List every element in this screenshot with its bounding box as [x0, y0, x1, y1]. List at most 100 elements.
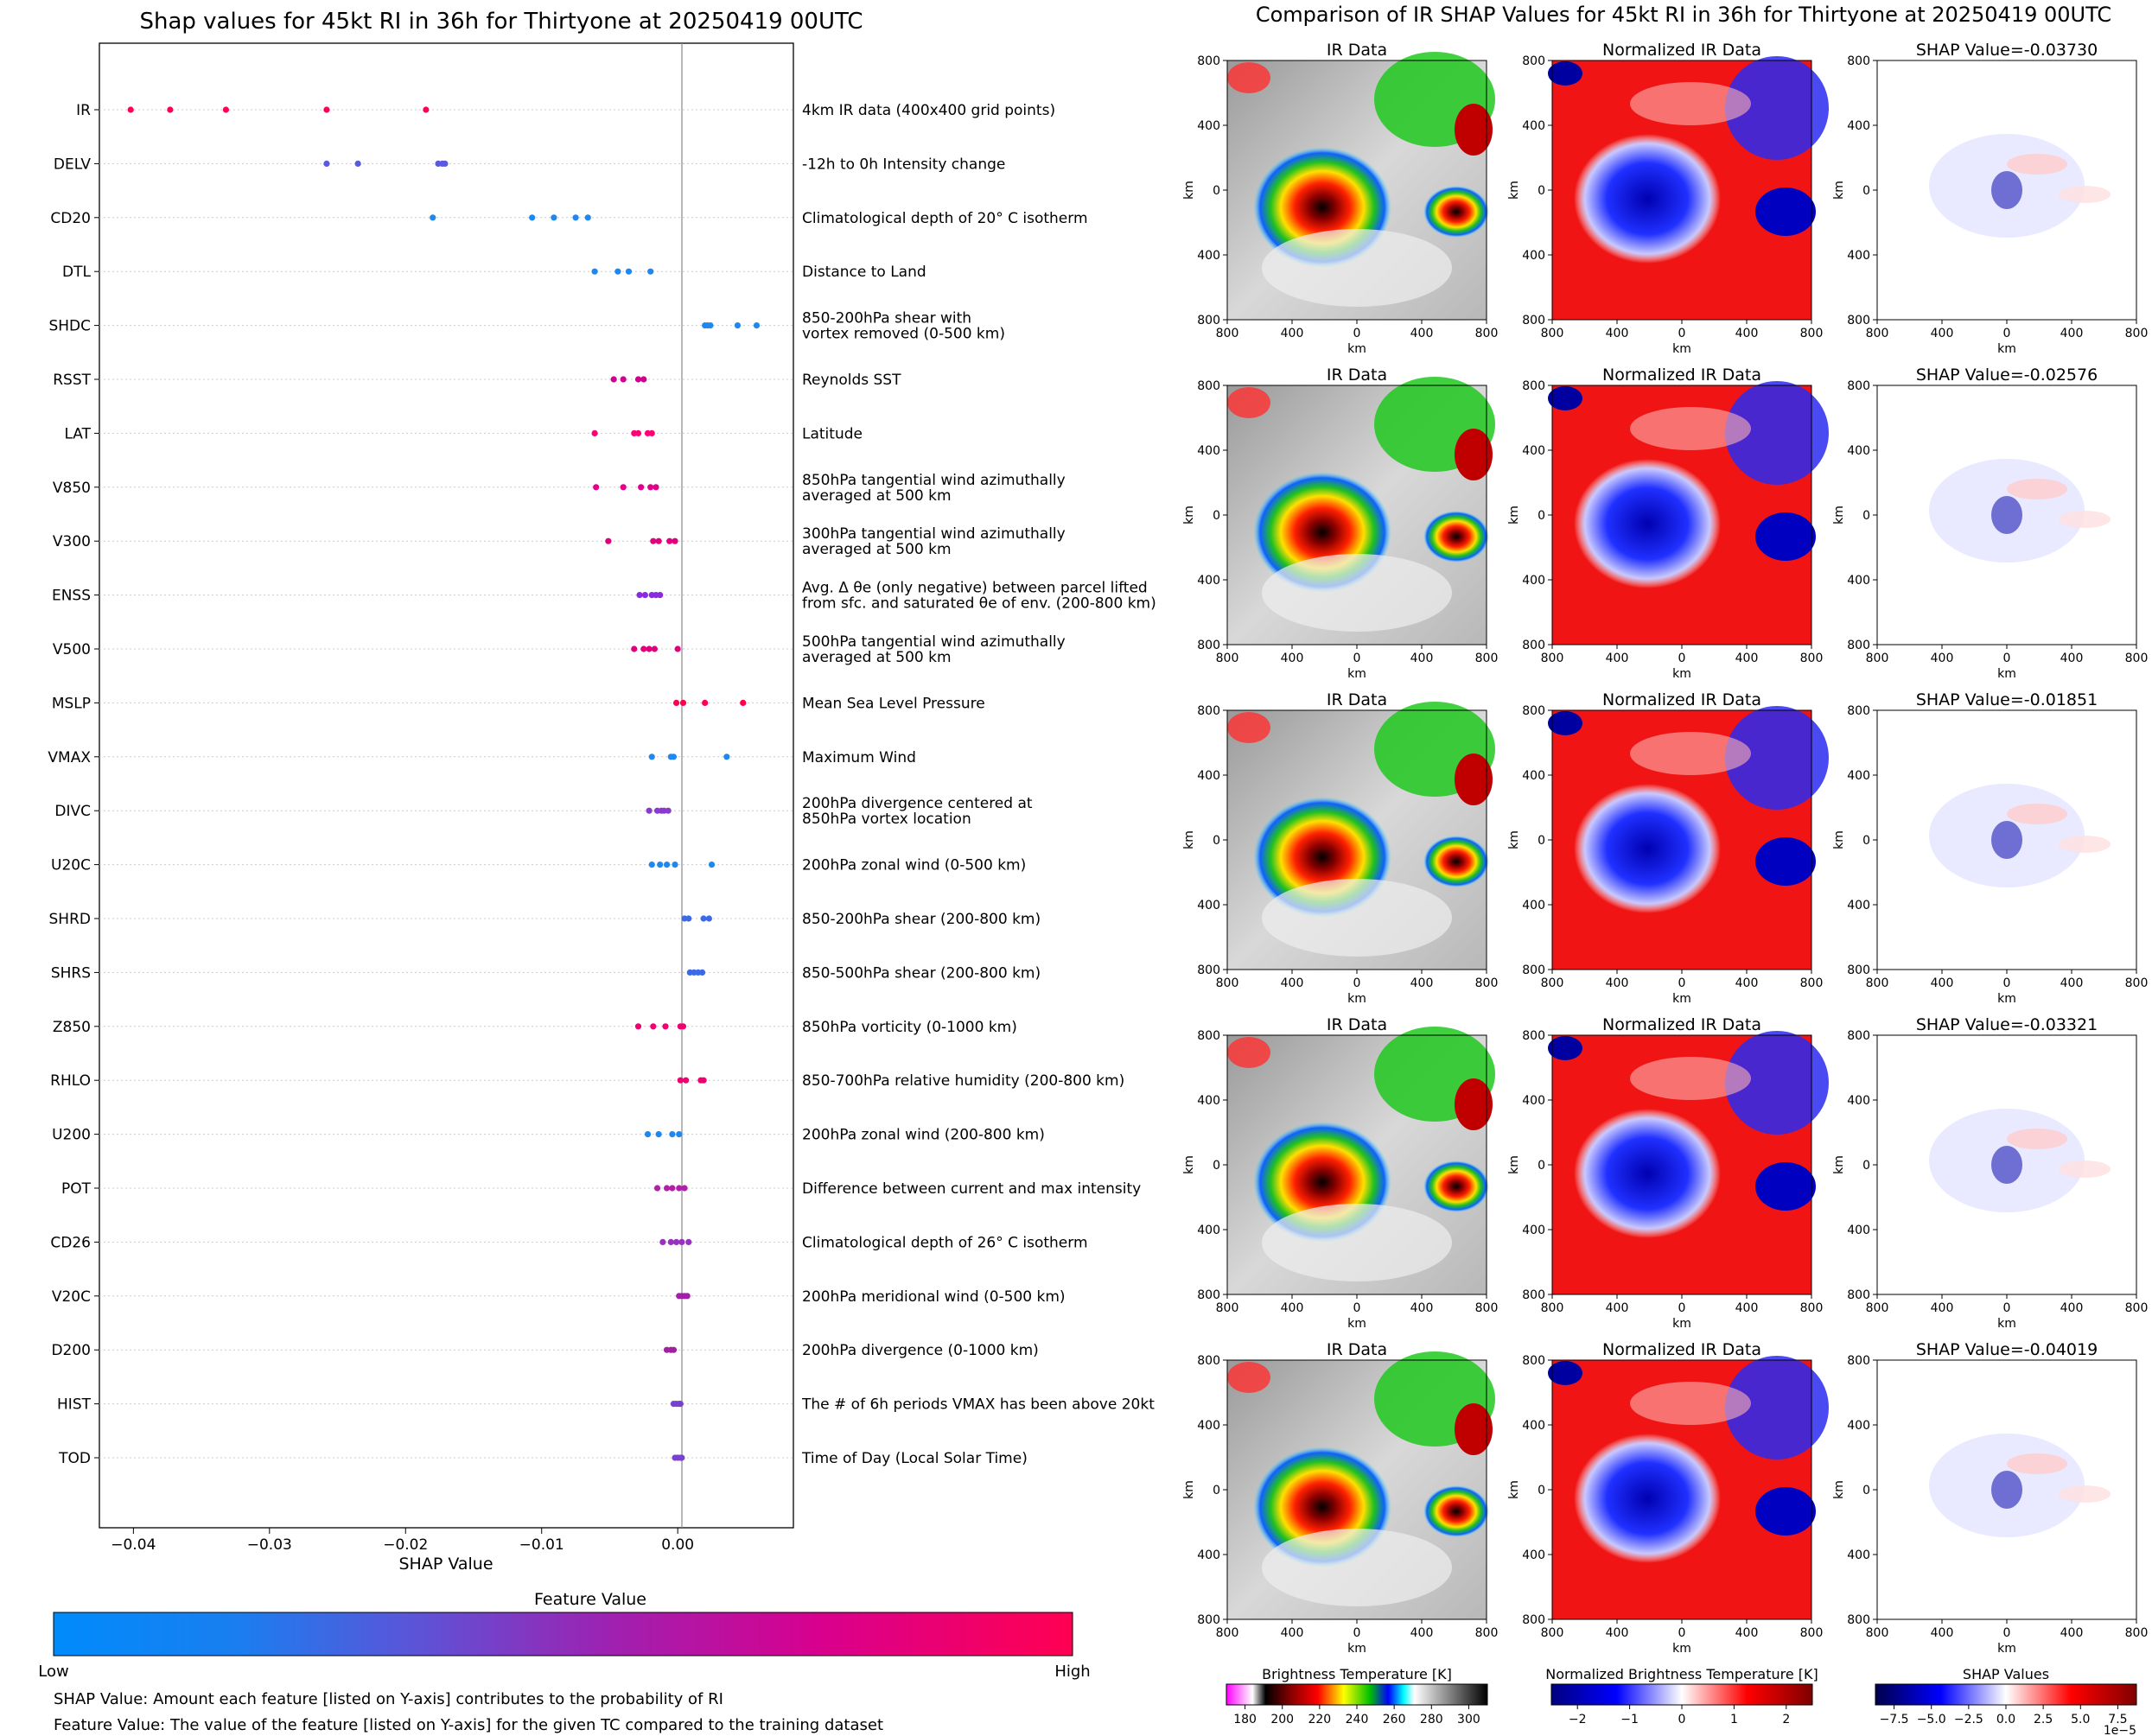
panel-x-tick-label: 800 [1475, 652, 1499, 665]
shap-point [591, 268, 598, 275]
shap-point [640, 376, 647, 383]
panel-y-label: km [1832, 1480, 1846, 1499]
panel-y-tick-label: 400 [1197, 1094, 1220, 1108]
feature-description: averaged at 500 km [802, 541, 952, 558]
panel-x-tick-label: 800 [1541, 1301, 1564, 1315]
norm-cloud [1548, 61, 1582, 86]
ir-cloud [1423, 511, 1489, 563]
shap-point [653, 1185, 661, 1192]
ir-cloud [1227, 1362, 1270, 1393]
bt-colorbar-gradient [1226, 1683, 1488, 1706]
feature-name-d200: D200 [51, 1342, 91, 1359]
panel-y-tick-label: 400 [1522, 1224, 1545, 1237]
shap-point [648, 862, 655, 868]
normalized-bt-colorbar: Normalized Brightness Temperature [K] −2… [1545, 1666, 1818, 1726]
panel-x-tick-label: 800 [2125, 1301, 2149, 1315]
feature-name-cd26: CD26 [50, 1234, 91, 1251]
ir-cloud [1455, 429, 1493, 480]
panel-y-tick-label: 400 [1197, 899, 1220, 913]
colorbar-tick-label: −1 [1620, 1713, 1639, 1726]
norm-storm-core [1574, 1434, 1721, 1563]
panel-x-tick-label: 400 [1410, 1301, 1434, 1315]
panel-x-label: km [1997, 1317, 2016, 1331]
shap-colorbar-offset: 1e−5 [2104, 1724, 2136, 1736]
shap-blob [2007, 1129, 2067, 1149]
panel-y-tick-label: 400 [1847, 1419, 1870, 1433]
shap-point [707, 322, 714, 329]
shap-blob [2059, 1485, 2111, 1503]
shap-point [648, 429, 655, 436]
panel-y-tick-label: 800 [1522, 379, 1545, 393]
panel-x-tick-label: 400 [1410, 1626, 1434, 1640]
panel-x-tick-label: 400 [1281, 1626, 1304, 1640]
panel-x-tick-label: 0 [2003, 652, 2011, 665]
panel-y-tick-label: 400 [1522, 1094, 1545, 1108]
panel-x-tick-label: 800 [1866, 652, 1889, 665]
feature-description: -12h to 0h Intensity change [802, 156, 1005, 173]
shap-values-colorbar: SHAP Values −7.5 −5.0 −2.5 0.0 2.5 5.0 7.5 1e−… [1875, 1666, 2137, 1736]
ir-cloud [1262, 554, 1452, 632]
panel-title: Normalized IR Data [1602, 41, 1761, 60]
panel-x-tick-label: 400 [1606, 1626, 1629, 1640]
panel-y-tick-label: 0 [1862, 1484, 1870, 1498]
norm-colorbar-label: Normalized Brightness Temperature [K] [1545, 1666, 1818, 1682]
panel-title: Normalized IR Data [1602, 366, 1761, 385]
norm-storm-core [1574, 1109, 1721, 1238]
panel-x-tick-label: 400 [1931, 1301, 1954, 1315]
panel-y-label: km [1182, 181, 1196, 200]
feature-description: Maximum Wind [802, 749, 916, 766]
shap-point [753, 322, 761, 329]
shap-point [634, 1023, 642, 1030]
panel-x-tick-label: 400 [1931, 1626, 1954, 1640]
norm-cloud [1630, 82, 1751, 125]
panel-x-tick-label: 400 [1281, 1301, 1304, 1315]
shap-point [670, 1346, 678, 1353]
feature-name-u200: U200 [52, 1127, 91, 1144]
panel-y-tick-label: 0 [1213, 1159, 1220, 1173]
feature-description: The # of 6h periods VMAX has been above … [801, 1396, 1155, 1414]
feature-name-v300: V300 [53, 533, 91, 550]
shap-blob [1991, 1471, 2022, 1509]
shap-point [665, 807, 672, 814]
shap-blob [1991, 496, 2022, 534]
panel-y-tick-label: 800 [1847, 639, 1870, 652]
panel-title: SHAP Value=-0.03730 [1916, 41, 2098, 60]
feature-name-pot: POT [61, 1180, 92, 1198]
feature-description: 200hPa divergence (0-1000 km) [802, 1342, 1039, 1359]
panel-row: IR Data80080040040000400400800800kmkmNor… [1182, 41, 2148, 356]
norm-cloud [1548, 711, 1582, 735]
feature-description: Latitude [802, 425, 863, 442]
shap-point [354, 160, 361, 167]
ir-cloud [1227, 387, 1270, 418]
panel-y-tick-label: 800 [1522, 963, 1545, 977]
shap-blob [2059, 836, 2111, 853]
panel-x-tick-label: 800 [1475, 1626, 1499, 1640]
panel-x-label: km [1672, 1642, 1691, 1656]
panel-y-tick-label: 0 [1862, 184, 1870, 198]
shap-point [614, 268, 621, 275]
panel-x-tick-label: 400 [2060, 976, 2084, 990]
x-tick-label: 0.00 [661, 1536, 694, 1554]
panel-x-tick-label: 0 [1353, 327, 1361, 340]
note-feature-value: Feature Value: The value of the feature … [54, 1716, 883, 1734]
feature-name-v20c: V20C [52, 1288, 91, 1306]
panel-y-tick-label: 800 [1847, 1354, 1870, 1368]
shap-point [683, 1077, 690, 1084]
panel-y-tick-label: 800 [1197, 1288, 1220, 1302]
feature-name-z850: Z850 [53, 1019, 91, 1036]
panel-x-tick-label: 400 [1281, 327, 1304, 340]
shap-point [167, 106, 174, 113]
feature-name-dtl: DTL [62, 264, 91, 281]
feature-name-shrd: SHRD [49, 911, 91, 928]
left-chart-title: Shap values for 45kt RI in 36h for Thirt… [139, 9, 863, 35]
panel-x-tick-label: 400 [1410, 327, 1434, 340]
panel-y-tick-label: 0 [1862, 834, 1870, 848]
panel-y-tick-label: 800 [1847, 704, 1870, 718]
panel-x-label: km [1997, 992, 2016, 1006]
panel-x-tick-label: 0 [2003, 1301, 2011, 1315]
feature-name-rhlo: RHLO [50, 1072, 91, 1090]
panel-y-tick-label: 0 [1213, 1484, 1220, 1498]
panel-title: Normalized IR Data [1602, 1015, 1761, 1034]
feature-name-enss: ENSS [52, 588, 91, 605]
colorbar-tick-label: 2 [1782, 1713, 1790, 1726]
